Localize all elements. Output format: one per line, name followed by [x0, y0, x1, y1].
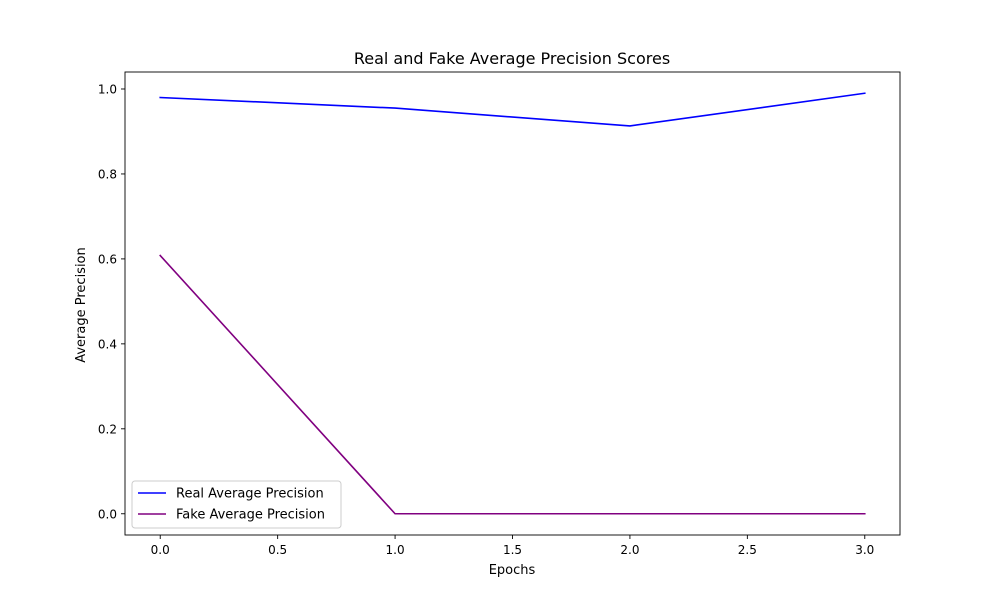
- y-tick-label: 0.4: [98, 337, 117, 351]
- x-axis-label: Epochs: [489, 563, 536, 578]
- series-line-1: [159, 254, 866, 515]
- x-tick-label: 2.5: [738, 543, 757, 557]
- y-tick-label: 0.0: [98, 507, 117, 521]
- y-tick-label: 0.6: [98, 252, 117, 266]
- y-tick-label: 0.8: [98, 167, 117, 181]
- legend-label-1: Fake Average Precision: [176, 508, 325, 523]
- series-line-0: [159, 92, 866, 127]
- y-tick-label: 1.0: [98, 82, 117, 96]
- x-tick-label: 1.5: [503, 543, 522, 557]
- y-tick-label: 0.2: [98, 422, 117, 436]
- x-tick-label: 0.0: [151, 543, 170, 557]
- legend-box: [131, 480, 342, 529]
- legend: Real Average Precision Fake Average Preci…: [131, 480, 342, 529]
- chart-title: Real and Fake Average Precision Scores: [354, 49, 670, 68]
- x-tick-label: 0.5: [268, 543, 287, 557]
- y-axis-label: Average Precision: [74, 247, 89, 363]
- legend-label-0: Real Average Precision: [176, 487, 324, 502]
- x-tick-label: 1.0: [386, 543, 405, 557]
- x-tick-label: 3.0: [855, 543, 874, 557]
- x-tick-label: 2.0: [620, 543, 639, 557]
- plot-area: 0.0 0.5 1.0 1.5 2.0 2.5 3.0 0.0 0.2 0.4 0.6 0.8 1.0: [98, 71, 901, 557]
